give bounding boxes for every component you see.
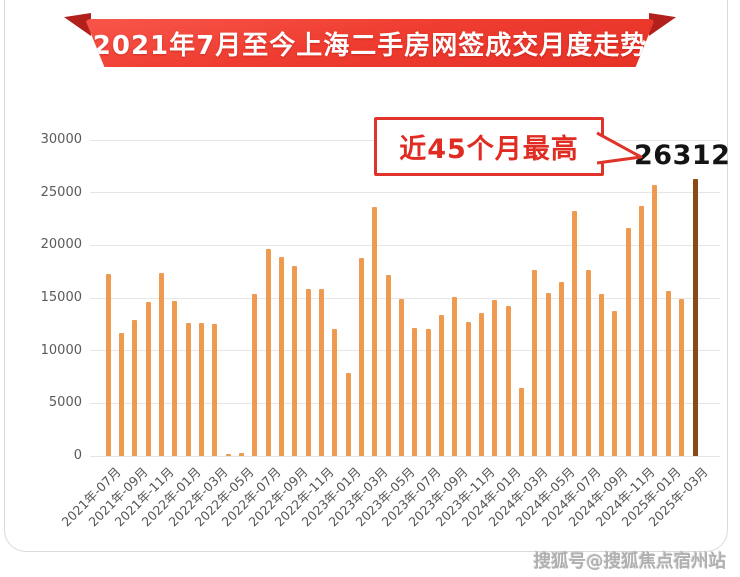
bar bbox=[198, 323, 204, 456]
annotation-pointer bbox=[596, 131, 643, 165]
bar bbox=[585, 270, 591, 456]
bar bbox=[545, 292, 551, 456]
bar bbox=[225, 454, 231, 456]
bar-highlighted bbox=[692, 178, 698, 456]
y-axis-tick-label: 30000 bbox=[40, 132, 82, 147]
bar bbox=[252, 293, 258, 456]
bar bbox=[292, 266, 298, 456]
bar bbox=[439, 314, 445, 456]
y-axis-tick-label: 15000 bbox=[40, 290, 82, 305]
bar bbox=[185, 323, 191, 456]
y-axis-tick-label: 0 bbox=[73, 448, 82, 463]
bar bbox=[278, 256, 284, 456]
bar bbox=[318, 288, 324, 456]
bar bbox=[612, 310, 618, 456]
annotation-label: 近45个月最高 bbox=[399, 134, 579, 165]
bar bbox=[572, 210, 578, 456]
y-axis-tick-label: 5000 bbox=[48, 395, 82, 411]
bar bbox=[532, 270, 538, 456]
gridline bbox=[90, 192, 720, 194]
bar bbox=[238, 452, 244, 456]
peak-value-label: 26312 bbox=[634, 140, 731, 171]
gridline bbox=[90, 350, 720, 352]
bar bbox=[599, 293, 605, 456]
bar bbox=[305, 288, 311, 456]
bar-chart-plot-area: 0 5000 10000 15000 20000 25000 30000 2021年-07月 2… bbox=[41, 132, 720, 529]
chart-title: 2021年7月至今上海二手房网签成交月度走势 bbox=[92, 30, 648, 61]
bar bbox=[118, 332, 124, 456]
chart-card bbox=[4, 0, 728, 552]
bar bbox=[479, 312, 485, 456]
y-axis-tick-label: 25000 bbox=[40, 184, 82, 200]
bar bbox=[505, 306, 511, 456]
bar bbox=[652, 185, 658, 456]
bar bbox=[105, 273, 111, 456]
gridline bbox=[90, 402, 720, 404]
bar bbox=[399, 299, 404, 456]
bar bbox=[412, 327, 418, 456]
chart-title-banner: 2021年7月至今上海二手房网签成交月度走势 bbox=[85, 19, 655, 67]
bar bbox=[665, 290, 671, 456]
bar bbox=[559, 282, 565, 456]
bar bbox=[385, 274, 391, 456]
annotation-callout: 近45个月最高 bbox=[374, 117, 604, 176]
bar bbox=[519, 387, 525, 456]
bar bbox=[145, 302, 151, 456]
bar bbox=[372, 207, 378, 456]
bar bbox=[158, 272, 164, 456]
bar bbox=[358, 257, 364, 456]
bar bbox=[679, 299, 685, 456]
bar bbox=[452, 296, 458, 456]
title-ribbon: 2021年7月至今上海二手房网签成交月度走势 bbox=[64, 13, 676, 67]
y-axis-tick-label: 20000 bbox=[40, 237, 82, 253]
bar bbox=[172, 301, 178, 456]
bar bbox=[492, 300, 498, 456]
bar bbox=[639, 206, 645, 456]
bar bbox=[425, 328, 431, 456]
bar bbox=[345, 372, 351, 456]
bar bbox=[332, 328, 338, 456]
bar bbox=[465, 322, 471, 456]
gridline bbox=[90, 244, 720, 246]
bar bbox=[132, 320, 138, 456]
gridline bbox=[90, 455, 720, 457]
bar bbox=[625, 228, 631, 456]
bar bbox=[265, 248, 271, 456]
y-axis-tick-label: 10000 bbox=[40, 342, 82, 358]
watermark-text: 搜狐号@搜狐焦点宿州站 bbox=[533, 552, 727, 572]
bar bbox=[212, 324, 218, 456]
gridline bbox=[90, 297, 720, 299]
